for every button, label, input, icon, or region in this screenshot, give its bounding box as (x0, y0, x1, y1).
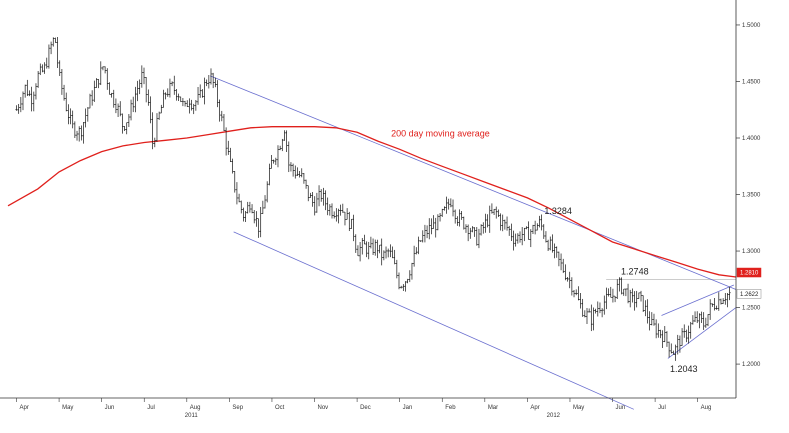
y-tick-label: 1.4500 (742, 79, 761, 85)
x-tick-label: Mar (488, 405, 498, 411)
flag-upper (661, 284, 735, 316)
x-tick-label: Jun (105, 405, 115, 411)
last-value-badge (736, 289, 762, 299)
last-value-label: 1.2810 (740, 271, 759, 277)
x-tick-label: Oct (275, 405, 285, 411)
x-tick-label: Aug (701, 405, 712, 411)
x-tick-label: Aug (190, 405, 201, 411)
x-tick-label: Nov (318, 405, 329, 411)
moving-average-label: 200 day moving average (391, 128, 490, 138)
last-value-badge (736, 267, 762, 278)
y-tick-label: 1.3500 (742, 193, 761, 199)
x-tick-label: Apr (20, 405, 29, 411)
flag-lower (667, 307, 737, 359)
y-tick-label: 1.4000 (742, 136, 761, 142)
last-value-label: 1.2622 (740, 292, 759, 298)
price-annotation: 1.2748 (621, 267, 649, 277)
x-tick-label: Apr (530, 405, 539, 411)
price-bars-group (15, 36, 731, 361)
x-tick-label: Jun (616, 405, 626, 411)
y-tick-label: 1.2000 (742, 362, 761, 368)
channel-upper (210, 75, 737, 290)
y-tick-label: 1.5000 (742, 23, 761, 29)
x-tick-label: Sep (232, 405, 243, 411)
year-label: 2012 (547, 413, 561, 419)
year-label: 2011 (185, 413, 199, 419)
x-tick-label: Jul (658, 405, 666, 411)
x-tick-label: Jan (403, 405, 413, 411)
axes-group: 1.5000 1.4500 1.4000 1.3500 1.3000 1.2500 1.20… (0, 0, 762, 419)
y-tick-label: 1.3000 (742, 249, 761, 255)
annotations-group: 1.3284 1.2748 1.2043 200 day moving average (391, 128, 697, 374)
moving-average-group (7, 126, 737, 278)
x-tick-label: May (573, 405, 584, 411)
price-annotation: 1.2043 (670, 364, 698, 374)
moving-average-line (7, 126, 737, 278)
channel-lower (233, 231, 634, 410)
price-annotation: 1.3284 (544, 206, 572, 216)
trendlines-group (210, 75, 737, 410)
x-tick-label: Feb (445, 405, 456, 411)
x-tick-label: Jul (147, 405, 155, 411)
x-tick-label: May (62, 405, 73, 411)
y-tick-label: 1.2500 (742, 306, 761, 312)
x-tick-label: Dec (360, 405, 371, 411)
